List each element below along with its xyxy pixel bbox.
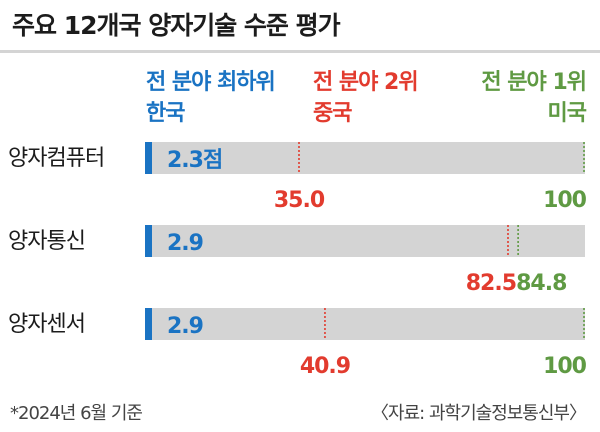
legend-first-country: 미국 (547, 101, 587, 126)
legend-second-caption: 전 분야 2위 (313, 70, 419, 95)
usa-value-label-2: 100 (543, 354, 587, 379)
title-divider (0, 50, 600, 53)
china-value-label-0: 35.0 (274, 188, 325, 213)
korea-value-label-1: 2.9 (167, 231, 203, 256)
usa-value-label-1: 84.8 (516, 271, 566, 296)
page-title: 주요 12개국 양자기술 수준 평가 (12, 11, 341, 40)
china-value-label-2: 40.9 (300, 354, 350, 379)
bar-track-0 (145, 142, 585, 174)
usa-value-label-0: 100 (543, 188, 587, 213)
korea-bar-2 (145, 308, 152, 340)
footnote: *2024년 6월 기준 (10, 403, 143, 424)
bar-track-1 (145, 225, 585, 257)
category-label-quantum-communication: 양자통신 (8, 229, 86, 254)
bar-track-2 (145, 308, 585, 340)
china-value-label-1: 82.5 (466, 271, 516, 296)
legend-first-caption: 전 분야 1위 (481, 70, 587, 95)
legend-second-country: 중국 (313, 101, 352, 126)
category-label-quantum-computer: 양자컴퓨터 (8, 146, 105, 171)
legend-lowest-caption: 전 분야 최하위 (146, 70, 276, 95)
korea-value-label-0: 2.3점 (167, 148, 222, 173)
legend-lowest-country: 한국 (146, 101, 185, 126)
category-label-quantum-sensor: 양자센서 (8, 312, 86, 337)
korea-value-label-2: 2.9 (167, 314, 203, 339)
korea-bar-0 (145, 142, 152, 174)
korea-bar-1 (145, 225, 152, 257)
source-note: 〈자료: 과학기술정보통신부〉 (371, 403, 587, 424)
